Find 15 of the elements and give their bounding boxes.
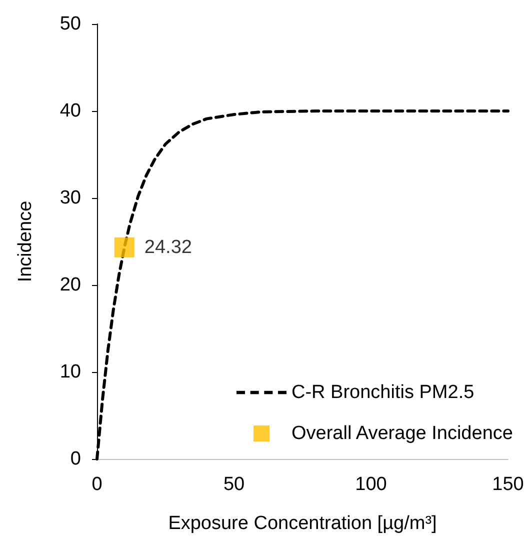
- y-tick-label: 10: [60, 362, 81, 382]
- x-tick-label: 100: [355, 474, 387, 495]
- x-tick-label: 50: [223, 474, 245, 495]
- x-tick-label: 150: [492, 474, 524, 495]
- legend-label: Overall Average Incidence: [292, 423, 513, 444]
- y-tick-label: 0: [70, 448, 81, 470]
- y-tick-label: 20: [60, 274, 81, 296]
- data-label: 24.32: [144, 236, 192, 258]
- x-axis-title: Exposure Concentration [µg/m³]: [168, 513, 437, 534]
- y-tick-label: 40: [60, 100, 81, 122]
- legend-label: C-R Bronchitis PM2.5: [292, 382, 474, 403]
- y-tick-label: 30: [60, 188, 81, 208]
- x-tick-label: 0: [92, 474, 102, 495]
- y-tick-label: 50: [60, 14, 81, 34]
- y-axis-title: Incidence: [15, 200, 36, 282]
